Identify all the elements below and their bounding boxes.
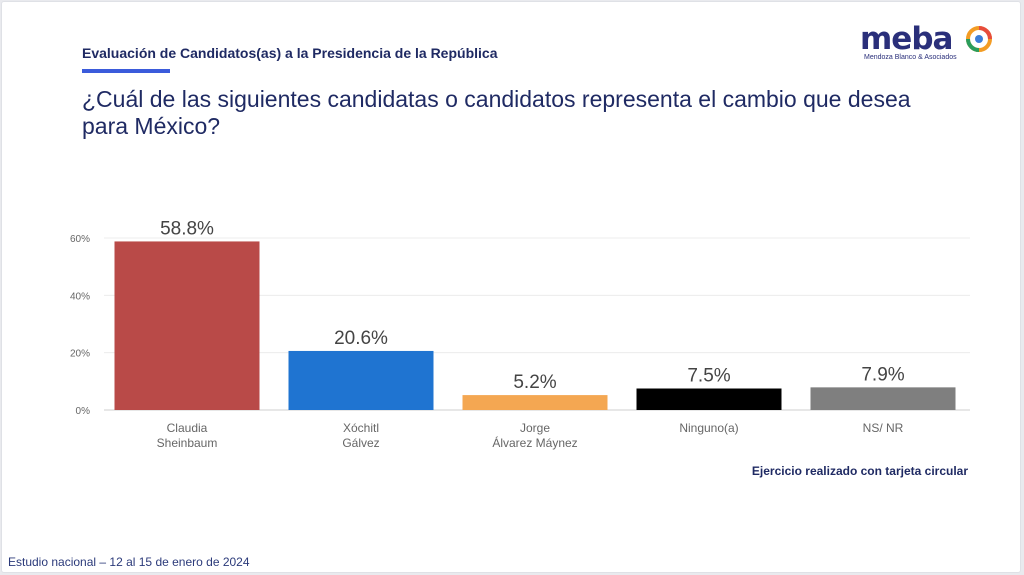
y-tick-label: 20% <box>70 349 90 360</box>
logo-subtitle: Mendoza Blanco & Asociados <box>864 54 957 61</box>
study-footer: Estudio nacional – 12 al 15 de enero de … <box>8 555 250 569</box>
bar-value-label: 7.5% <box>687 366 730 387</box>
logo-mark-icon <box>966 26 992 52</box>
category-label: Xóchitl Gálvez <box>342 421 379 450</box>
bar-value-label: 7.9% <box>861 364 904 385</box>
category-label: Ninguno(a) <box>679 421 738 435</box>
bar <box>636 388 782 410</box>
bar <box>114 241 260 410</box>
bar-value-label: 20.6% <box>334 328 388 349</box>
y-tick-label: 60% <box>70 234 90 245</box>
bar-value-label: 58.8% <box>160 218 214 239</box>
bar-value-label: 5.2% <box>513 372 556 393</box>
y-tick-label: 0% <box>76 406 91 417</box>
meba-logo: meba Mendoza Blanco & Asociados <box>860 22 1000 66</box>
category-label: Jorge Álvarez Máynez <box>492 421 577 450</box>
logo-wordmark: meba <box>860 21 953 57</box>
kicker-underline <box>82 69 170 73</box>
chart-question-title: ¿Cuál de las siguientes candidatas o can… <box>82 86 911 139</box>
section-kicker: Evaluación de Candidatos(as) a la Presid… <box>82 45 498 61</box>
category-label: Claudia Sheinbaum <box>157 421 218 450</box>
bar-chart: 0% 20% 40% 60% 58.8% 20.6% 5.2% 7.5% 7.9% Claud… <box>70 218 970 450</box>
category-label: NS/ NR <box>863 421 904 435</box>
bar <box>462 395 608 410</box>
y-tick-label: 40% <box>70 291 90 302</box>
bar <box>288 350 434 410</box>
methodology-note: Ejercicio realizado con tarjeta circular <box>751 464 968 478</box>
bar <box>810 387 956 410</box>
